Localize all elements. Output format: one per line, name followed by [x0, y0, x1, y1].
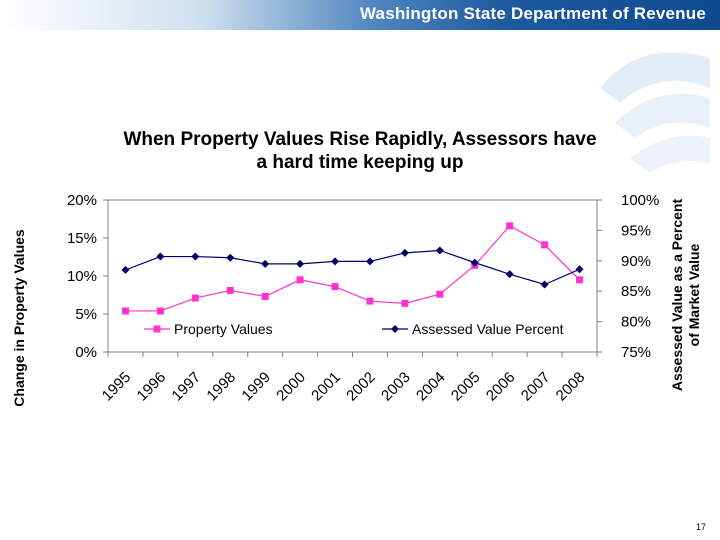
y-left-tick-label: 20% — [67, 192, 97, 209]
property-values-point — [436, 290, 444, 298]
axis-titles: Change in Property Values Assessed Value … — [11, 199, 702, 407]
chart-title: When Property Values Rise Rapidly, Asses… — [60, 128, 660, 174]
x-tick-label: 1999 — [238, 369, 274, 405]
assessed-value-point — [331, 257, 340, 266]
x-tick-label: 1998 — [203, 369, 239, 405]
property-values-point — [401, 299, 409, 307]
x-tick-label: 1996 — [134, 369, 170, 405]
y-left-tick-label: 10% — [67, 268, 97, 285]
x-tick-label: 2004 — [413, 369, 449, 405]
property-values-point — [331, 283, 339, 291]
y-right-tick-label: 85% — [621, 283, 651, 300]
series-line-1 — [125, 249, 580, 286]
org-name: Washington State Department of Revenue — [359, 4, 706, 23]
assessed-value-point — [400, 248, 409, 257]
assessed-value-point — [296, 259, 305, 268]
x-tick-label: 2005 — [448, 369, 484, 405]
assessed-value-point — [191, 252, 200, 261]
y-right-tick-label: 80% — [621, 314, 651, 331]
y-left-tick-label: 15% — [67, 230, 97, 247]
x-tick-label: 2003 — [378, 369, 414, 405]
property-values-point — [296, 276, 304, 284]
series-line-0 — [125, 225, 580, 312]
y-left-tick-label: 5% — [75, 306, 97, 323]
assessed-value-point — [226, 253, 235, 262]
property-values-point — [226, 286, 234, 294]
chart-title-line-2: a hard time keeping up — [256, 152, 464, 173]
chart-legend: Property Values Assessed Value Percent — [144, 321, 564, 337]
property-values-point — [506, 222, 514, 230]
y-right-tick-label: 95% — [621, 222, 651, 239]
legend-label: Assessed Value Percent — [412, 321, 564, 337]
agency-logo — [600, 52, 710, 173]
y-left-tick-label: 0% — [75, 344, 97, 361]
assessed-value-point — [575, 265, 584, 274]
x-tick-label: 2007 — [518, 369, 554, 405]
assessed-value-point — [365, 257, 374, 266]
assessed-value-point — [505, 270, 514, 279]
x-tick-label: 2008 — [553, 369, 589, 405]
legend-label: Property Values — [174, 321, 273, 337]
property-values-point — [191, 294, 199, 302]
property-values-point — [121, 307, 129, 315]
property-values-point — [576, 276, 584, 284]
y-right-tick-label: 100% — [621, 192, 659, 209]
page-number: 17 — [695, 522, 706, 532]
assessed-value-point — [261, 259, 270, 268]
header-banner: Washington State Department of Revenue — [0, 0, 720, 30]
series-markers — [121, 222, 584, 315]
assessed-value-point — [435, 246, 444, 255]
y-right-axis-title-line-2: of Market Value — [686, 243, 702, 346]
assessed-value-point — [121, 265, 130, 274]
assessed-value-point — [156, 252, 165, 261]
x-tick-label: 2006 — [483, 369, 519, 405]
property-values-point — [261, 293, 269, 301]
x-tick-label: 2000 — [273, 369, 309, 405]
assessed-value-point — [540, 280, 549, 289]
legend-marker — [391, 325, 399, 333]
y-right-tick-label: 75% — [621, 344, 651, 361]
y-right-tick-label: 90% — [621, 253, 651, 270]
property-values-point — [156, 307, 164, 315]
x-tick-label: 1997 — [169, 369, 205, 405]
property-values-point — [366, 297, 374, 305]
legend-marker — [153, 325, 161, 333]
series-lines — [125, 225, 580, 312]
x-tick-label: 2002 — [343, 369, 379, 405]
chart-title-line-1: When Property Values Rise Rapidly, Asses… — [123, 129, 597, 150]
x-tick-label: 1995 — [99, 369, 135, 405]
y-right-axis-title-line-1: Assessed Value as a Percent — [669, 199, 685, 392]
assessed-value-point — [470, 258, 479, 267]
x-tick-label: 2001 — [308, 369, 344, 405]
property-values-point — [541, 241, 549, 249]
y-left-axis-title: Change in Property Values — [11, 229, 27, 407]
